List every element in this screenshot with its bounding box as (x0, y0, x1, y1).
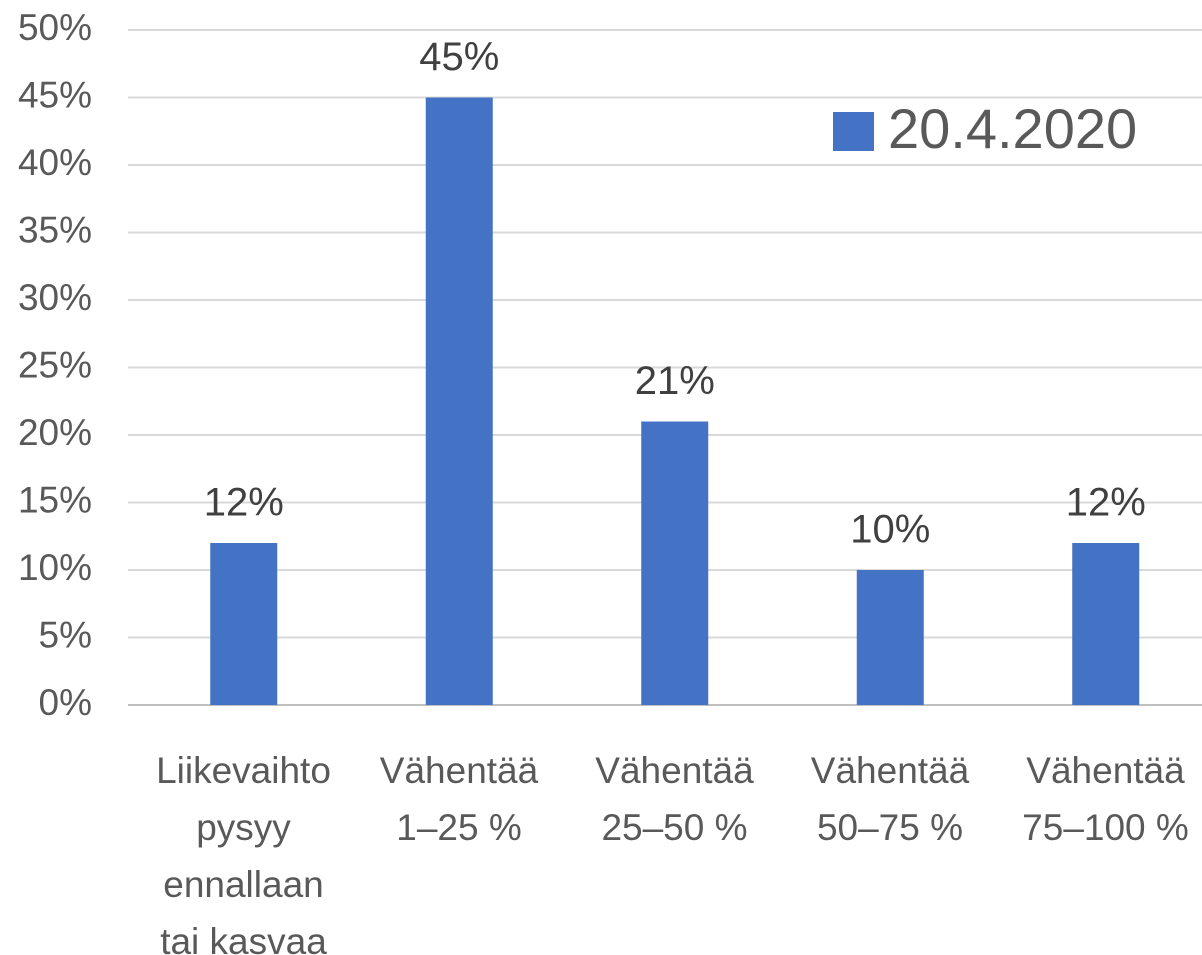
y-tick-label: 10% (18, 547, 92, 588)
x-tick-label: Vähentää 1–25 % (379, 750, 539, 848)
y-tick-label: 45% (18, 74, 92, 115)
data-label: 12% (1066, 481, 1146, 525)
y-tick-label: 0% (39, 682, 92, 723)
y-tick-label: 50% (18, 7, 92, 48)
y-tick-label: 25% (18, 344, 92, 385)
bar (425, 97, 493, 705)
y-tick-label: 15% (18, 479, 92, 520)
data-label: 21% (635, 359, 715, 403)
legend-swatch (833, 112, 874, 151)
x-tick-label: Vähentää 75–100 % (1022, 750, 1189, 848)
y-tick-label: 40% (18, 142, 92, 183)
x-tick-label: Liikevaihto pysyy ennallaan tai kasvaa (156, 750, 331, 955)
data-label: 10% (850, 508, 930, 552)
y-tick-label: 30% (18, 277, 92, 318)
y-tick-label: 35% (18, 209, 92, 250)
x-tick-label: Vähentää 25–50 % (595, 750, 754, 848)
legend-label: 20.4.2020 (888, 97, 1137, 160)
data-label: 12% (204, 481, 284, 525)
y-tick-label: 20% (18, 412, 92, 453)
data-label: 45% (419, 35, 499, 79)
bar (856, 570, 924, 705)
bar (1072, 543, 1140, 705)
x-tick-label: Vähentää 50–75 % (810, 750, 970, 848)
bar (641, 421, 709, 705)
y-tick-label: 5% (39, 614, 92, 655)
bar (210, 543, 278, 705)
